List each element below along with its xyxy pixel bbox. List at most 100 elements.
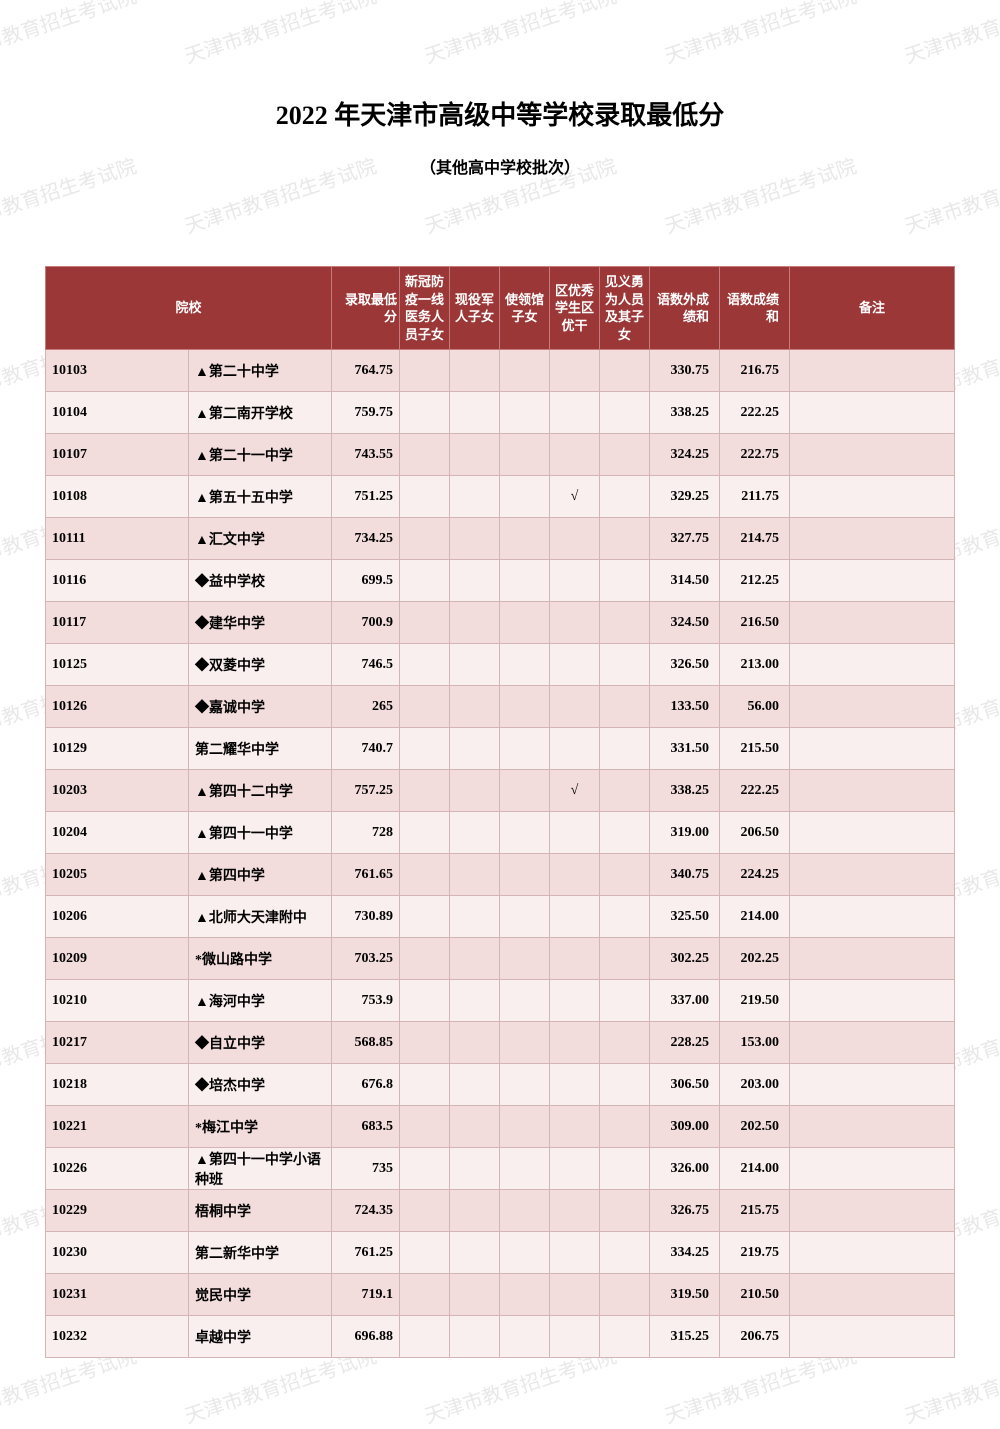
cell-covid	[400, 518, 450, 560]
cell-note	[790, 1064, 955, 1106]
cell-code: 10232	[46, 1316, 189, 1358]
cell-code: 10204	[46, 812, 189, 854]
cell-sum2: 203.00	[720, 1064, 790, 1106]
cell-covid	[400, 560, 450, 602]
cell-district	[550, 1148, 600, 1190]
cell-sum3: 326.75	[650, 1190, 720, 1232]
table-row: 10218◆培杰中学676.8306.50203.00	[46, 1064, 955, 1106]
cell-military	[450, 1190, 500, 1232]
cell-note	[790, 434, 955, 476]
cell-score: 757.25	[332, 770, 400, 812]
cell-embassy	[500, 1232, 550, 1274]
table-row: 10226▲第四十一中学小语种班735326.00214.00	[46, 1148, 955, 1190]
cell-embassy	[500, 728, 550, 770]
cell-note	[790, 518, 955, 560]
cell-district	[550, 1232, 600, 1274]
cell-sum3: 319.50	[650, 1274, 720, 1316]
cell-score: 753.9	[332, 980, 400, 1022]
cell-embassy	[500, 770, 550, 812]
cell-district	[550, 350, 600, 392]
cell-district	[550, 812, 600, 854]
cell-embassy	[500, 1190, 550, 1232]
cell-name: 觉民中学	[189, 1274, 332, 1316]
cell-brave	[600, 686, 650, 728]
cell-embassy	[500, 980, 550, 1022]
cell-brave	[600, 434, 650, 476]
cell-military	[450, 770, 500, 812]
cell-covid	[400, 392, 450, 434]
cell-district	[550, 1064, 600, 1106]
table-row: 10209*微山路中学703.25302.25202.25	[46, 938, 955, 980]
cell-code: 10203	[46, 770, 189, 812]
cell-covid	[400, 686, 450, 728]
cell-covid	[400, 434, 450, 476]
col-sum2: 语数成绩和	[720, 267, 790, 350]
cell-name: *微山路中学	[189, 938, 332, 980]
cell-embassy	[500, 686, 550, 728]
cell-sum3: 133.50	[650, 686, 720, 728]
cell-note	[790, 1316, 955, 1358]
cell-brave	[600, 560, 650, 602]
cell-score: 700.9	[332, 602, 400, 644]
cell-note	[790, 980, 955, 1022]
cell-note	[790, 770, 955, 812]
cell-sum3: 329.25	[650, 476, 720, 518]
cell-covid	[400, 1190, 450, 1232]
cell-military	[450, 602, 500, 644]
cell-score: 696.88	[332, 1316, 400, 1358]
cell-covid	[400, 980, 450, 1022]
cell-covid	[400, 1232, 450, 1274]
cell-sum3: 337.00	[650, 980, 720, 1022]
cell-district	[550, 392, 600, 434]
cell-note	[790, 476, 955, 518]
cell-covid	[400, 938, 450, 980]
cell-name: ▲第二十一中学	[189, 434, 332, 476]
cell-name: ▲第四十二中学	[189, 770, 332, 812]
cell-brave	[600, 644, 650, 686]
page-subtitle: （其他高中学校批次）	[45, 154, 955, 178]
cell-embassy	[500, 812, 550, 854]
table-row: 10111▲汇文中学734.25327.75214.75	[46, 518, 955, 560]
cell-embassy	[500, 434, 550, 476]
cell-note	[790, 602, 955, 644]
cell-district	[550, 1190, 600, 1232]
cell-brave	[600, 1106, 650, 1148]
cell-sum3: 330.75	[650, 350, 720, 392]
cell-military	[450, 728, 500, 770]
cell-brave	[600, 980, 650, 1022]
table-header-row: 院校 录取最低分 新冠防疫一线医务人员子女 现役军人子女 使领馆子女 区优秀学生…	[46, 267, 955, 350]
cell-code: 10226	[46, 1148, 189, 1190]
cell-military	[450, 1232, 500, 1274]
cell-sum2: 222.75	[720, 434, 790, 476]
cell-military	[450, 1022, 500, 1064]
table-row: 10210▲海河中学753.9337.00219.50	[46, 980, 955, 1022]
cell-sum2: 215.75	[720, 1190, 790, 1232]
cell-embassy	[500, 476, 550, 518]
cell-score: 761.25	[332, 1232, 400, 1274]
cell-sum3: 331.50	[650, 728, 720, 770]
cell-district	[550, 1106, 600, 1148]
cell-sum2: 210.50	[720, 1274, 790, 1316]
cell-note	[790, 644, 955, 686]
cell-embassy	[500, 350, 550, 392]
col-sum3: 语数外成绩和	[650, 267, 720, 350]
cell-military	[450, 1064, 500, 1106]
cell-sum3: 324.50	[650, 602, 720, 644]
cell-score: 743.55	[332, 434, 400, 476]
cell-brave	[600, 476, 650, 518]
cell-sum2: 213.00	[720, 644, 790, 686]
cell-sum3: 338.25	[650, 392, 720, 434]
cell-score: 265	[332, 686, 400, 728]
cell-district	[550, 1274, 600, 1316]
cell-military	[450, 518, 500, 560]
cell-score: 724.35	[332, 1190, 400, 1232]
cell-code: 10108	[46, 476, 189, 518]
cell-military	[450, 560, 500, 602]
col-school: 院校	[46, 267, 332, 350]
col-military: 现役军人子女	[450, 267, 500, 350]
table-row: 10107▲第二十一中学743.55324.25222.75	[46, 434, 955, 476]
cell-district	[550, 560, 600, 602]
cell-district	[550, 686, 600, 728]
col-covid: 新冠防疫一线医务人员子女	[400, 267, 450, 350]
cell-sum2: 215.50	[720, 728, 790, 770]
